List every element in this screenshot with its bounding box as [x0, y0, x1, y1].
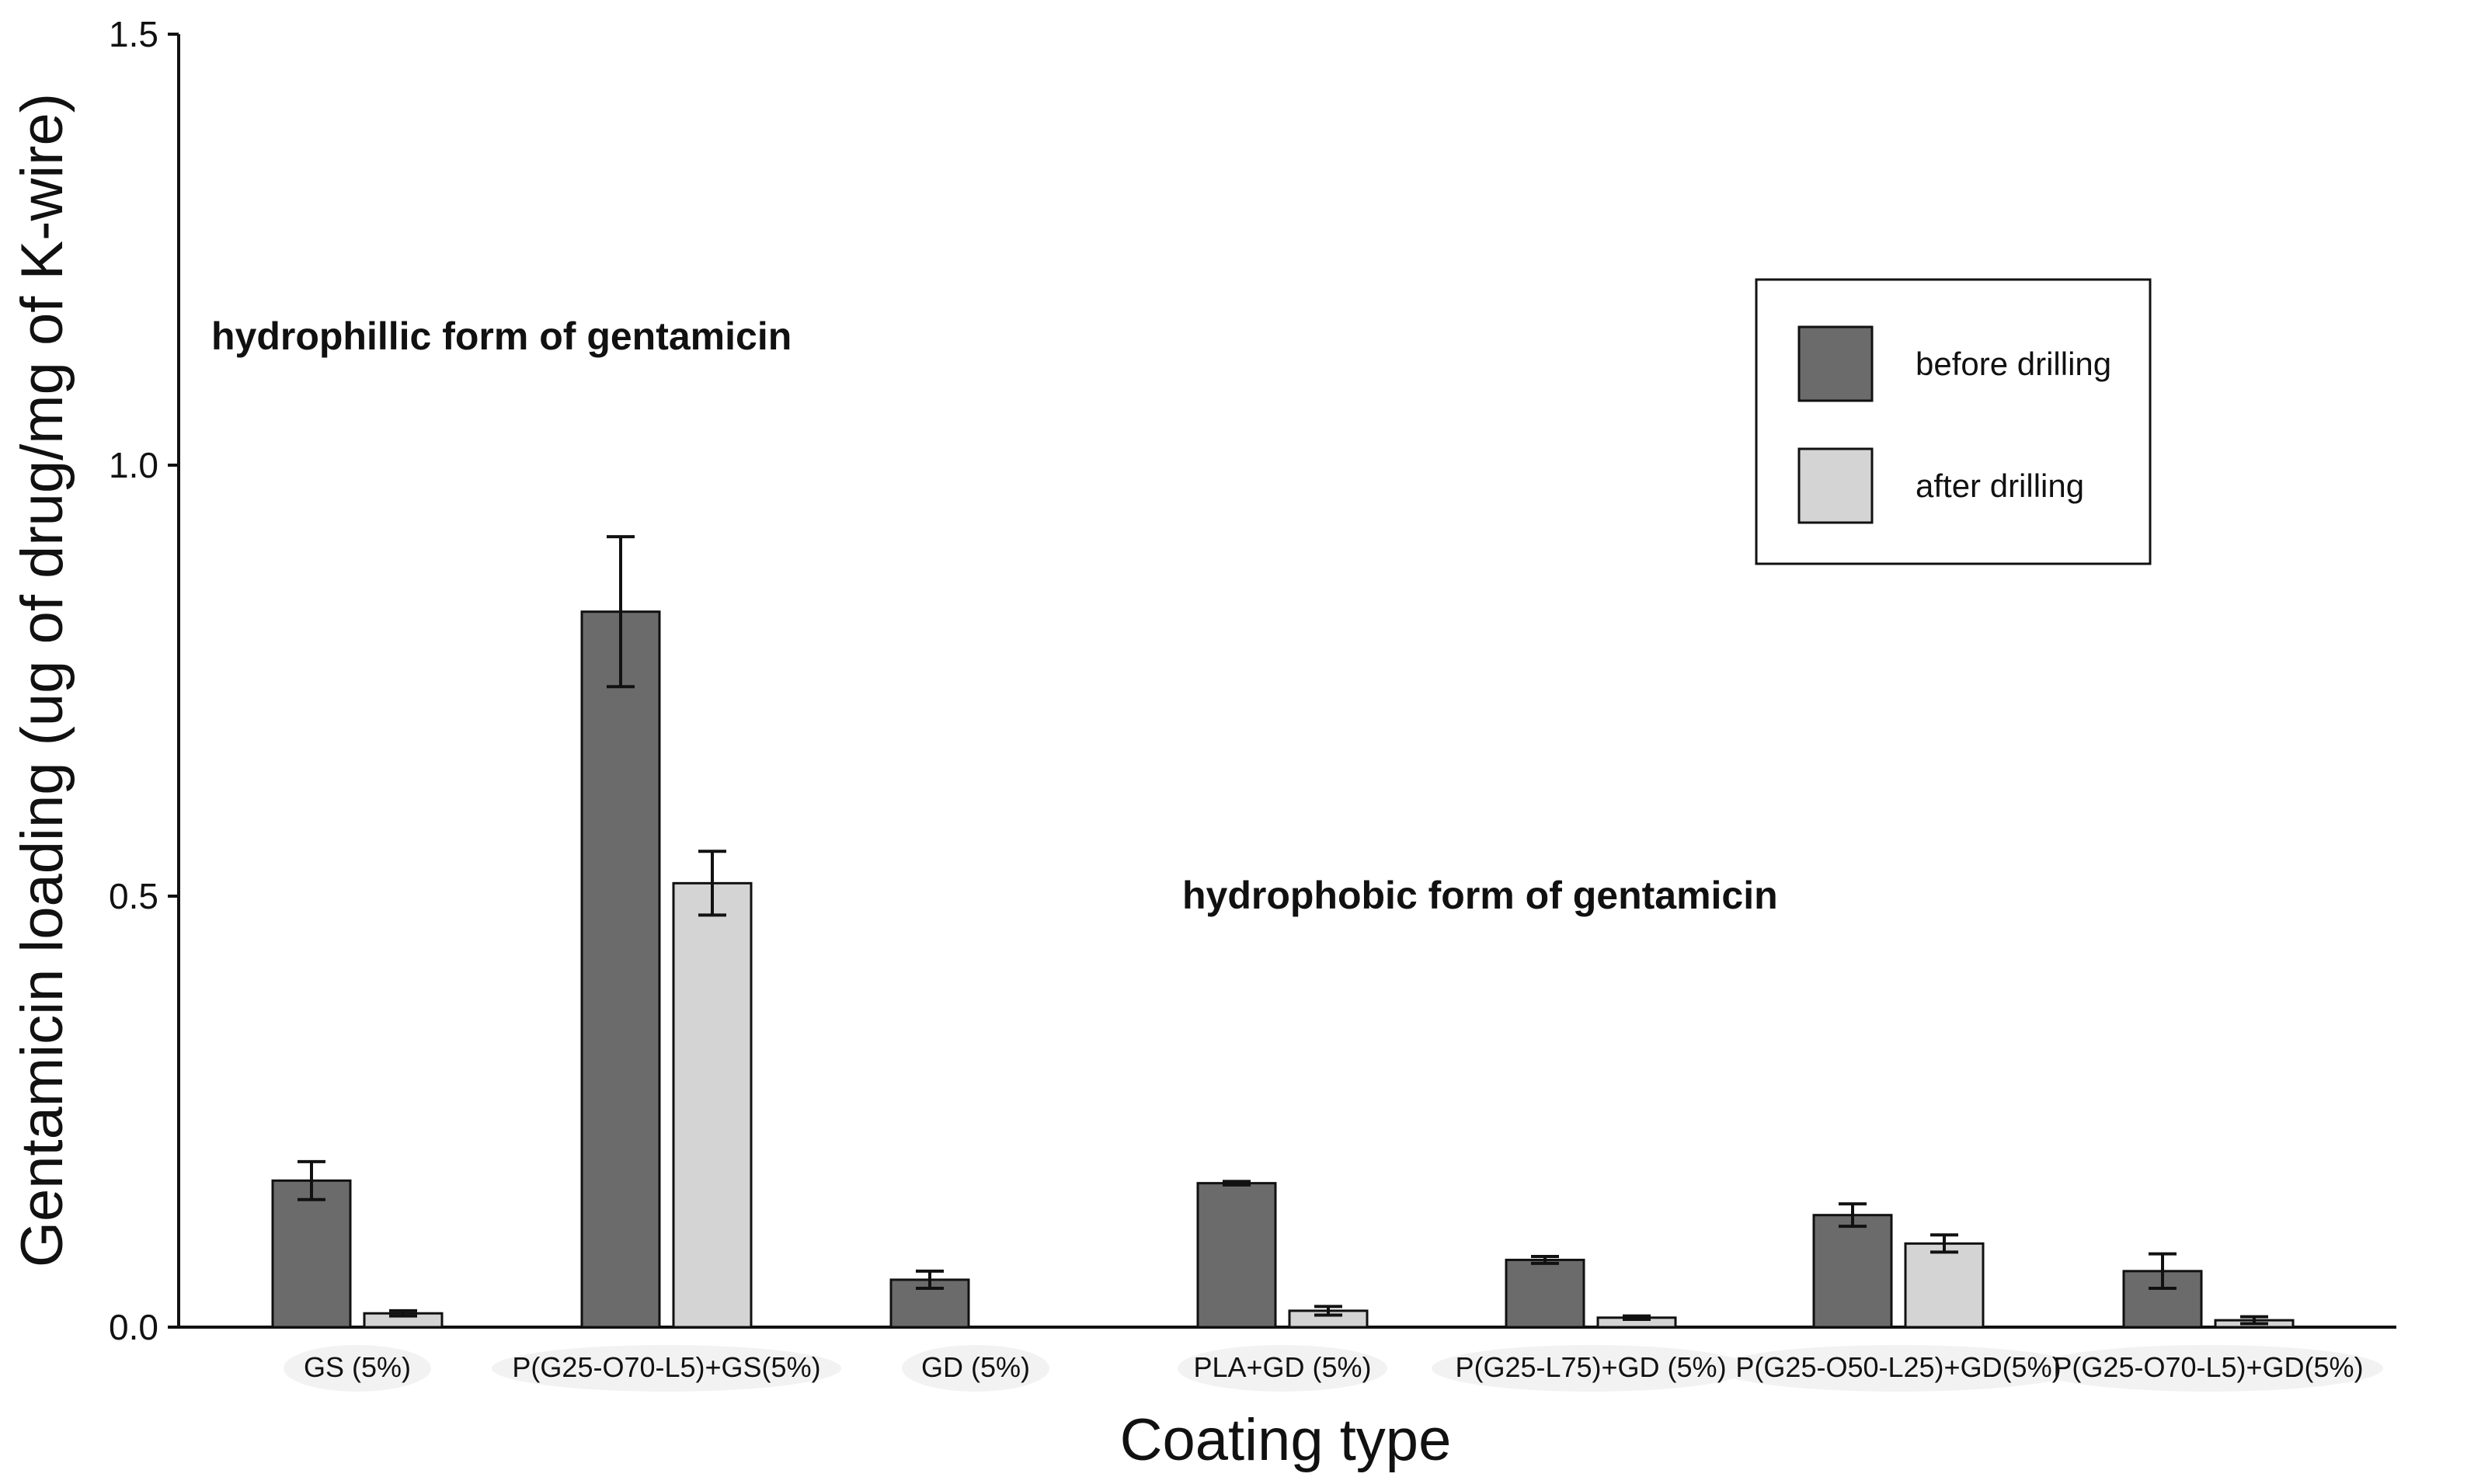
annotation-hydrophilic: hydrophillic form of gentamicin: [211, 315, 792, 358]
x-axis-title: Coating type: [1120, 1407, 1452, 1473]
x-tick-label: GS (5%): [304, 1351, 411, 1383]
bar-before-6: [1812, 1214, 1893, 1329]
bar-before-1: [271, 1179, 352, 1329]
x-tick-label: PLA+GD (5%): [1193, 1351, 1371, 1383]
y-tick-label: 1.5: [109, 14, 158, 54]
x-label-background: [492, 1345, 841, 1392]
x-tick-label: P(G25-O70-L5)+GD(5%): [2053, 1351, 2363, 1383]
legend-swatch-after: [1797, 447, 1874, 524]
x-label-background: [1716, 1345, 2081, 1392]
x-label-background: [2034, 1345, 2383, 1392]
bar-after-6: [1904, 1242, 1985, 1329]
y-axis-title: Gentamicin loading (ug of drug/mg of K-w…: [9, 93, 75, 1267]
x-tick-label: P(G25-O50-L25)+GD(5%): [1735, 1351, 2061, 1383]
x-tick-label: P(G25-L75)+GD (5%): [1455, 1351, 1726, 1383]
x-label-background: [1432, 1345, 1750, 1392]
bar-before-4: [1196, 1182, 1277, 1329]
x-label-background: [1178, 1345, 1387, 1392]
annotation-hydrophobic: hydrophobic form of gentamicin: [1182, 874, 1778, 917]
bar-before-2: [580, 610, 661, 1329]
legend-swatch-before: [1797, 325, 1874, 402]
y-tick-label: 0.5: [109, 876, 158, 916]
bar-after-2: [672, 881, 753, 1329]
legend: before drilling after drilling: [1755, 278, 2152, 565]
x-label-background: [284, 1345, 431, 1392]
legend-label-before: before drilling: [1916, 346, 2111, 382]
y-tick-label: 1.0: [109, 445, 158, 485]
x-label-background: [902, 1345, 1049, 1392]
x-tick-label: P(G25-O70-L5)+GS(5%): [512, 1351, 820, 1383]
bar-before-5: [1505, 1258, 1585, 1329]
y-tick-label: 0.0: [109, 1307, 158, 1347]
legend-label-after: after drilling: [1916, 467, 2084, 504]
x-tick-label: GD (5%): [921, 1351, 1030, 1383]
